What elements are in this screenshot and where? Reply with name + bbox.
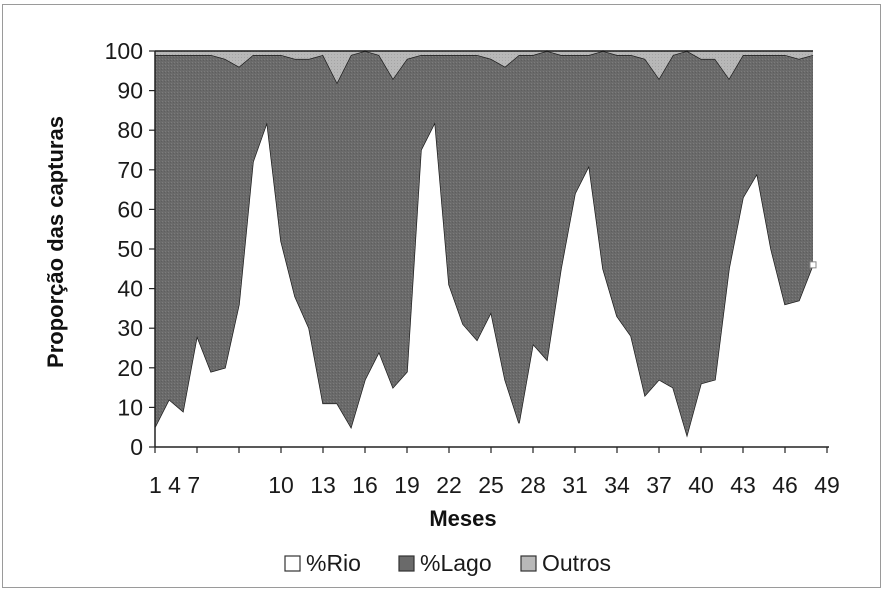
y-tick-label: 0 (130, 434, 143, 460)
x-tick-label: 43 (730, 472, 756, 498)
x-tick-label: 16 (352, 472, 378, 498)
y-axis-label: Proporção das capturas (43, 116, 68, 368)
x-tick-label: 13 (310, 472, 336, 498)
data-point-marker (809, 261, 817, 269)
x-tick-label: 46 (772, 472, 798, 498)
x-tick-label: 22 (436, 472, 462, 498)
legend-swatch-outros (520, 555, 537, 572)
x-axis-label: Meses (429, 506, 496, 531)
legend-swatch-lago (398, 555, 415, 572)
chart-frame: 0 10 20 30 40 50 60 70 80 90 100 1 4 7 10 13 16 19 22 25 2… (2, 4, 881, 588)
y-tick-label: 60 (117, 196, 143, 222)
y-tick-label: 20 (117, 355, 143, 381)
legend-swatch-rio (284, 555, 301, 572)
x-tick-label: 19 (394, 472, 420, 498)
y-tick-label: 100 (105, 38, 143, 64)
x-tick-label: 1 4 7 (149, 472, 200, 498)
legend-label-outros: Outros (542, 550, 611, 576)
area-series-outros (155, 51, 813, 83)
y-tick-label: 40 (117, 276, 143, 302)
x-tick-label: 28 (520, 472, 546, 498)
y-tick-label: 70 (117, 157, 143, 183)
x-tick-label: 31 (562, 472, 588, 498)
x-tick-label: 37 (646, 472, 672, 498)
chart-svg: 0 10 20 30 40 50 60 70 80 90 100 1 4 7 10 13 16 19 22 25 2… (43, 38, 840, 576)
y-tick-label: 90 (117, 78, 143, 104)
x-tick-label: 25 (478, 472, 504, 498)
y-tick-label: 50 (117, 236, 143, 262)
y-tick-label: 10 (117, 394, 143, 420)
y-tick-label: 80 (117, 117, 143, 143)
area-series-lago (155, 51, 813, 436)
legend-label-lago: %Lago (420, 550, 492, 576)
y-tick-label: 30 (117, 315, 143, 341)
x-tick-label: 10 (268, 472, 294, 498)
x-tick-label: 49 (814, 472, 840, 498)
x-tick-label: 40 (688, 472, 714, 498)
area-series-rio (155, 122, 813, 448)
axes: 0 10 20 30 40 50 60 70 80 90 100 1 4 7 10 13 16 19 22 25 2… (105, 38, 840, 498)
plot-area (154, 50, 817, 448)
x-tick-label: 34 (604, 472, 630, 498)
legend: %Rio %Lago Outros (284, 550, 611, 576)
legend-label-rio: %Rio (306, 550, 361, 576)
